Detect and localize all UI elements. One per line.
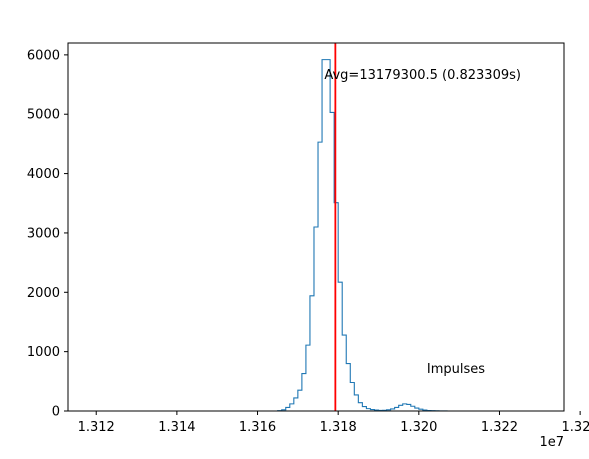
x-axis-offset-label: 1e7 <box>539 435 564 450</box>
x-axis: 1.312 1.314 1.316 1.318 1.320 1.322 1.324 <box>78 411 589 435</box>
average-marker: Avg=13179300.5 (0.823309s) <box>324 43 521 411</box>
y-tick-label: 6000 <box>27 48 60 63</box>
y-tick-label: 5000 <box>27 108 60 123</box>
y-tick-label: 4000 <box>27 167 60 182</box>
x-tick-label: 1.320 <box>400 420 437 435</box>
y-tick-label: 3000 <box>27 226 60 241</box>
y-axis: 0 1000 2000 3000 4000 5000 6000 <box>27 48 68 420</box>
average-label: Avg=13179300.5 (0.823309s) <box>324 68 521 83</box>
annotations: Impulses <box>427 362 485 377</box>
x-tick-label: 1.316 <box>239 420 276 435</box>
y-tick-label: 2000 <box>27 286 60 301</box>
x-tick-label: 1.318 <box>320 420 357 435</box>
histogram-outline <box>277 59 448 412</box>
plot-frame <box>67 42 565 412</box>
x-tick-label: 1.324 <box>562 420 589 435</box>
annotation-label: Impulses <box>427 362 485 377</box>
x-tick-label: 1.312 <box>78 420 115 435</box>
y-tick-label: 0 <box>52 405 60 420</box>
x-tick-label: 1.314 <box>158 420 195 435</box>
x-tick-label: 1.322 <box>481 420 518 435</box>
y-tick-label: 1000 <box>27 345 60 360</box>
